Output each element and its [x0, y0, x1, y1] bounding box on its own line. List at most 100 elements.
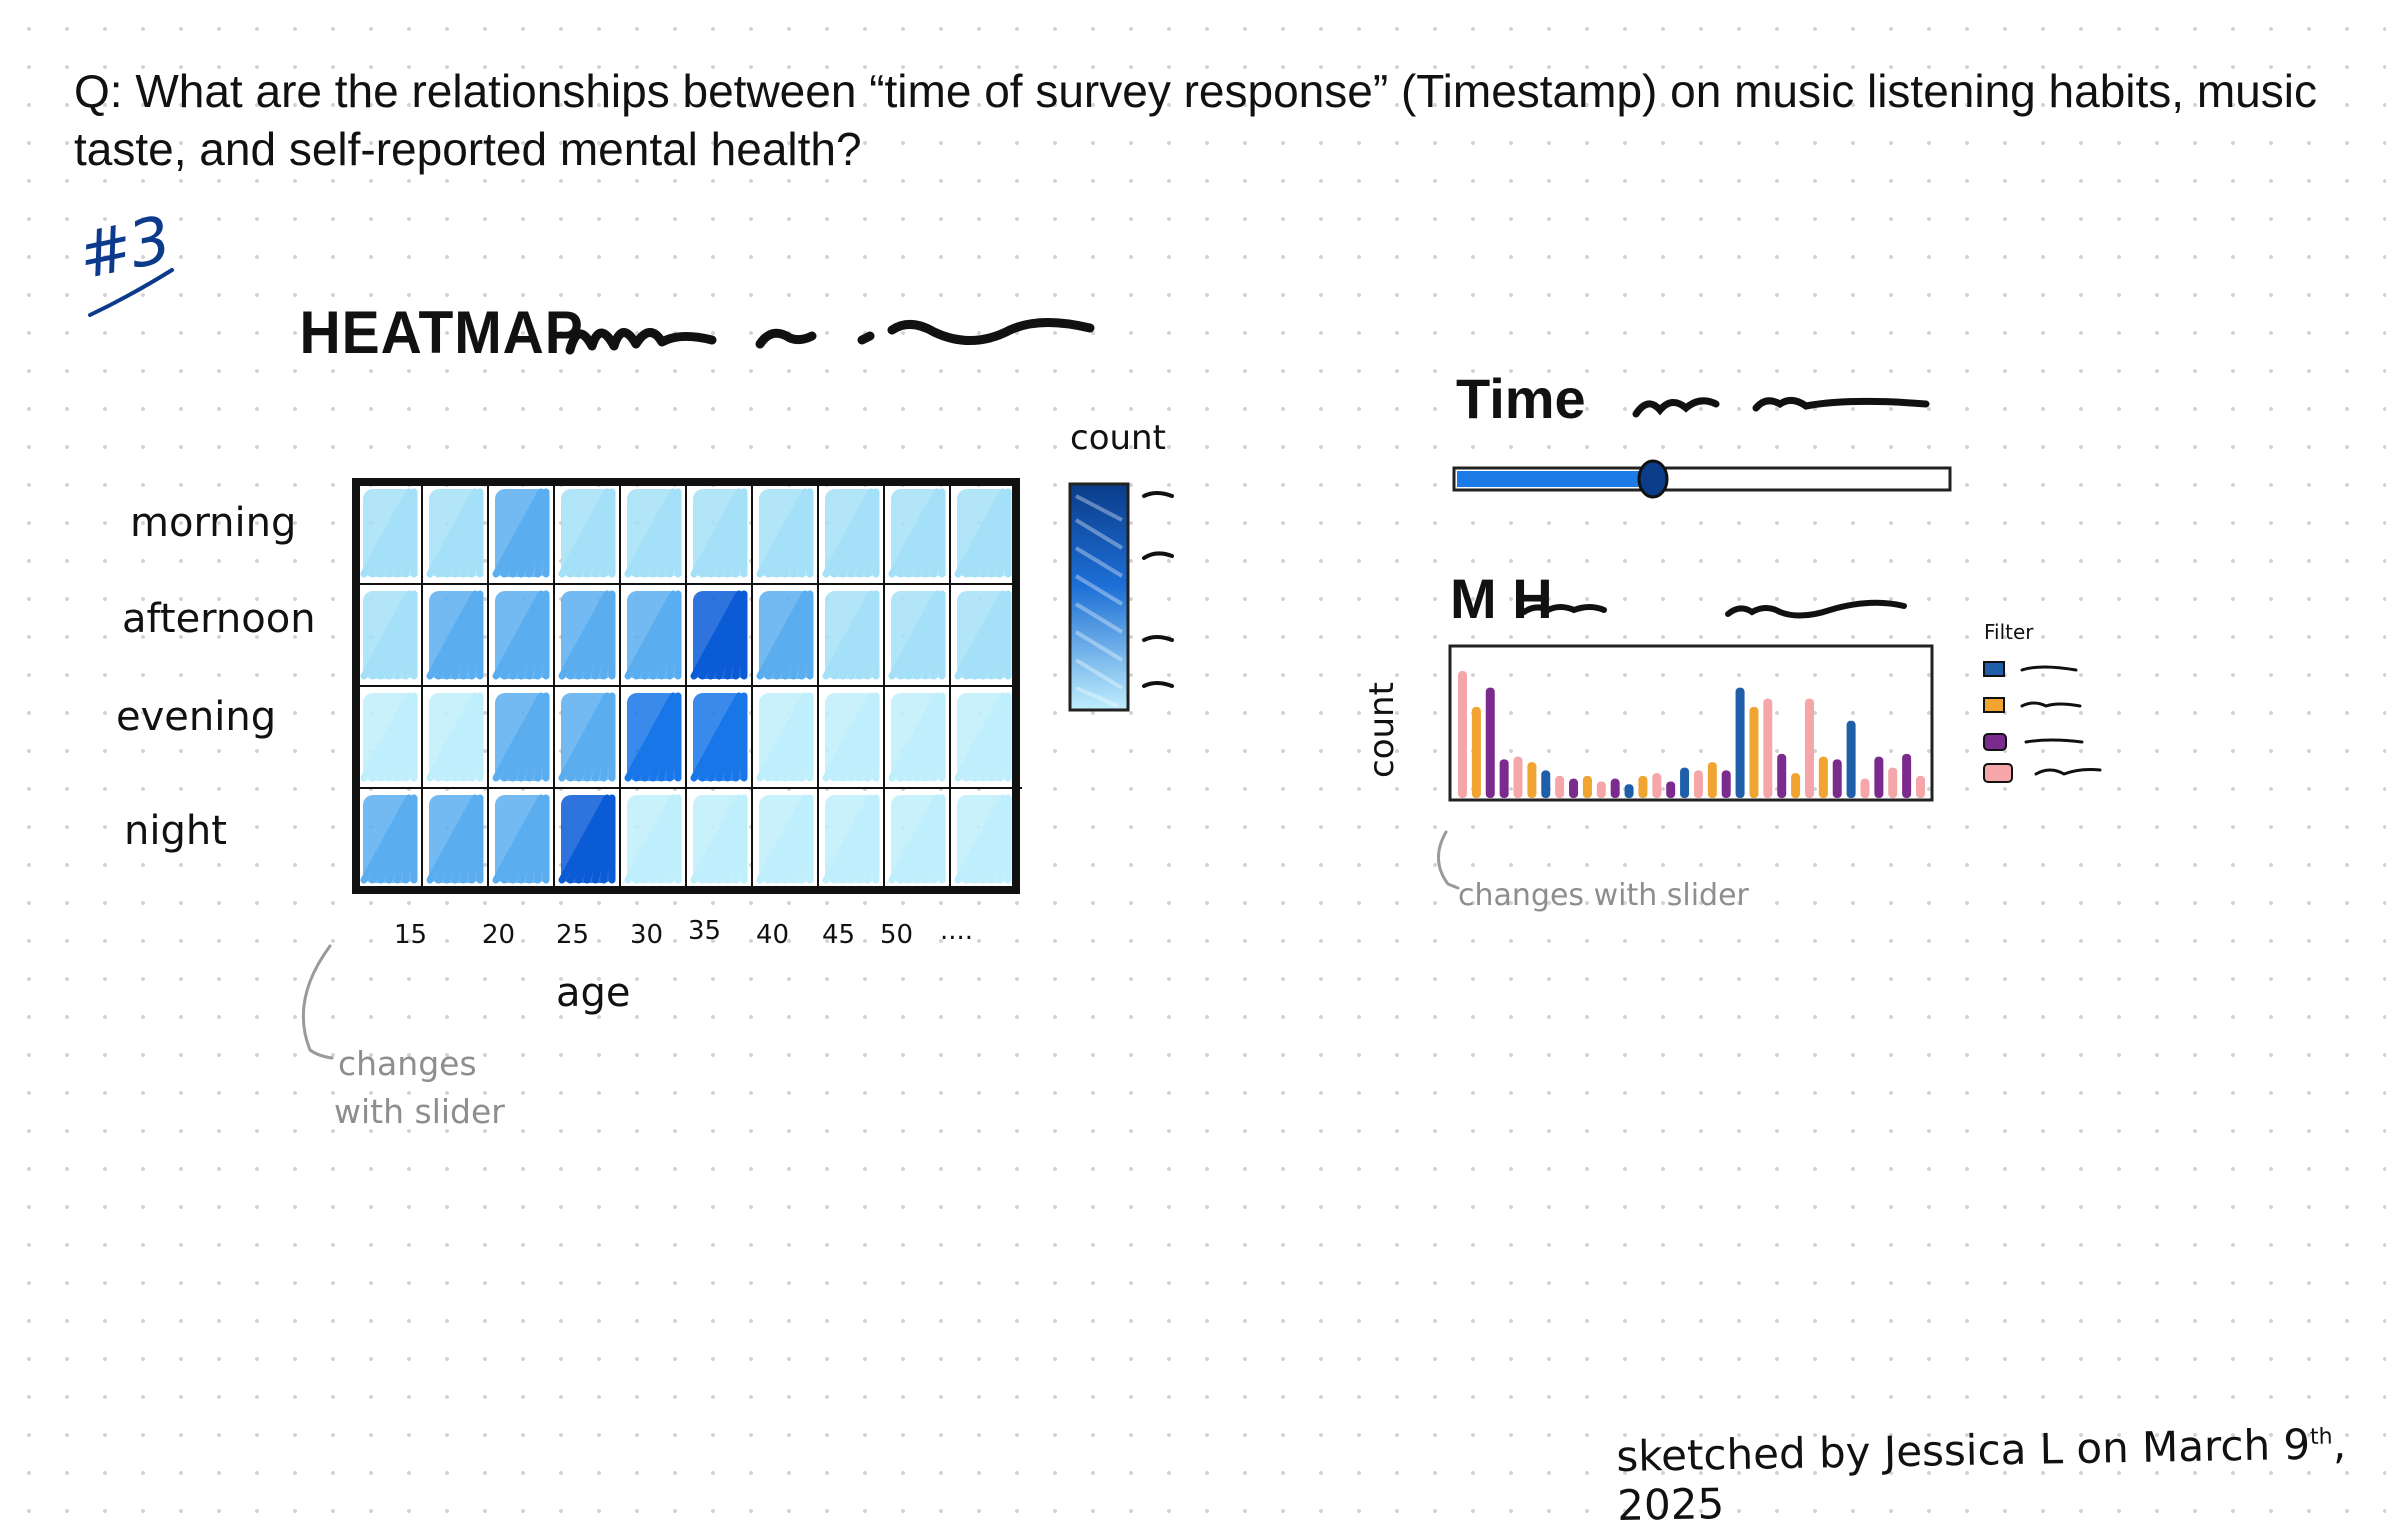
heatmap-cell[interactable] — [360, 794, 418, 884]
x-tick-more: .... — [940, 916, 974, 946]
bar — [1527, 762, 1537, 798]
bar-chart — [1448, 644, 1934, 802]
heatmap-legend-title: count — [1070, 418, 1166, 458]
heatmap-cell[interactable] — [558, 692, 616, 782]
heatmap-title-scribble — [565, 318, 1095, 355]
bar — [1499, 759, 1509, 798]
heatmap-cell[interactable] — [558, 590, 616, 680]
bar — [1860, 778, 1870, 798]
heatmap-cell[interactable] — [360, 590, 418, 680]
bar — [1471, 706, 1481, 798]
heatmap-cell[interactable] — [756, 794, 814, 884]
heatmap-cell[interactable] — [492, 692, 550, 782]
heatmap-cell[interactable] — [624, 794, 682, 884]
heatmap-cell[interactable] — [360, 488, 418, 578]
heatmap-cell[interactable] — [426, 488, 484, 578]
heatmap-frame — [352, 478, 1020, 894]
bar — [1888, 767, 1898, 798]
heatmap-cell[interactable] — [954, 794, 1012, 884]
bar — [1707, 762, 1717, 798]
bar-legend-title: Filter — [1984, 620, 2034, 644]
heatmap-cell[interactable] — [360, 692, 418, 782]
bar-chart-title: M H — [1450, 567, 1553, 630]
heatmap-cell[interactable] — [756, 488, 814, 578]
bar — [1846, 720, 1856, 798]
heatmap-note-line2: with slider — [334, 1092, 505, 1131]
heatmap-cell[interactable] — [954, 692, 1012, 782]
heatmap-cell[interactable] — [492, 488, 550, 578]
heatmap-cell[interactable] — [426, 794, 484, 884]
bar — [1693, 770, 1703, 798]
slider-title-scribble — [1632, 397, 1930, 418]
heatmap-note-line1: changes — [338, 1044, 477, 1083]
row-label-night: night — [124, 808, 227, 854]
heatmap-cell[interactable] — [624, 488, 682, 578]
bar — [1680, 767, 1690, 798]
heatmap-cell[interactable] — [954, 488, 1012, 578]
x-tick-25: 25 — [556, 920, 590, 950]
heatmap-cell[interactable] — [888, 692, 946, 782]
bar — [1874, 756, 1884, 798]
heatmap-cell[interactable] — [426, 590, 484, 680]
bar — [1916, 775, 1925, 798]
legend-item-4[interactable] — [1983, 763, 2102, 783]
heatmap-cell[interactable] — [624, 590, 682, 680]
heatmap-cell[interactable] — [756, 590, 814, 680]
slider-handle[interactable] — [1637, 459, 1669, 499]
bar — [1721, 770, 1731, 798]
heatmap-cell[interactable] — [690, 488, 748, 578]
heatmap-cell[interactable] — [558, 794, 616, 884]
x-tick-50: 50 — [880, 920, 914, 950]
heatmap-cell[interactable] — [822, 692, 880, 782]
legend-item-1[interactable] — [1983, 661, 2078, 677]
bar — [1513, 756, 1523, 798]
heatmap-cell[interactable] — [888, 590, 946, 680]
heatmap-cell[interactable] — [822, 590, 880, 680]
bar — [1596, 781, 1606, 798]
heatmap-cell[interactable] — [558, 488, 616, 578]
row-label-evening: evening — [116, 694, 277, 740]
bar — [1763, 698, 1773, 798]
bar-chart-note-arrow — [1437, 830, 1460, 890]
heatmap-cell[interactable] — [492, 590, 550, 680]
legend-item-2[interactable] — [1983, 697, 2082, 713]
bar — [1582, 775, 1592, 798]
signature-superscript: th — [2309, 1424, 2333, 1450]
heatmap-cell[interactable] — [624, 692, 682, 782]
bar — [1902, 753, 1912, 798]
heatmap-cell[interactable] — [954, 590, 1012, 680]
sketch-number-underline — [88, 268, 174, 317]
x-tick-45: 45 — [822, 920, 856, 950]
bar — [1735, 687, 1745, 798]
heatmap-cell[interactable] — [690, 692, 748, 782]
bar — [1610, 778, 1620, 798]
heatmap-cell[interactable] — [822, 794, 880, 884]
heatmap-cell[interactable] — [756, 692, 814, 782]
heatmap-grid — [352, 478, 1022, 894]
bar — [1791, 773, 1801, 798]
heatmap-cell[interactable] — [690, 590, 748, 680]
x-tick-15: 15 — [394, 920, 428, 950]
bar — [1804, 698, 1814, 798]
x-tick-40: 40 — [756, 920, 790, 950]
bar — [1458, 671, 1467, 798]
legend-item-3[interactable] — [1983, 733, 2084, 751]
bar-legend — [1983, 661, 2102, 783]
bar — [1818, 756, 1828, 798]
heatmap-cell[interactable] — [822, 488, 880, 578]
bar — [1777, 753, 1787, 798]
time-slider[interactable] — [0, 0, 2386, 1491]
bar — [1666, 781, 1676, 798]
heatmap-cell[interactable] — [888, 488, 946, 578]
bar — [1749, 706, 1759, 798]
bar — [1652, 773, 1662, 798]
question-text: Q: What are the relationships between “t… — [74, 65, 2317, 175]
heatmap-cell[interactable] — [888, 794, 946, 884]
heatmap-cell[interactable] — [690, 794, 748, 884]
row-label-afternoon: afternoon — [122, 596, 316, 642]
heatmap-cell[interactable] — [492, 794, 550, 884]
bar — [1569, 778, 1579, 798]
heatmap-cell[interactable] — [426, 692, 484, 782]
bar-chart-note: changes with slider — [1458, 878, 1749, 913]
bar — [1485, 687, 1495, 798]
